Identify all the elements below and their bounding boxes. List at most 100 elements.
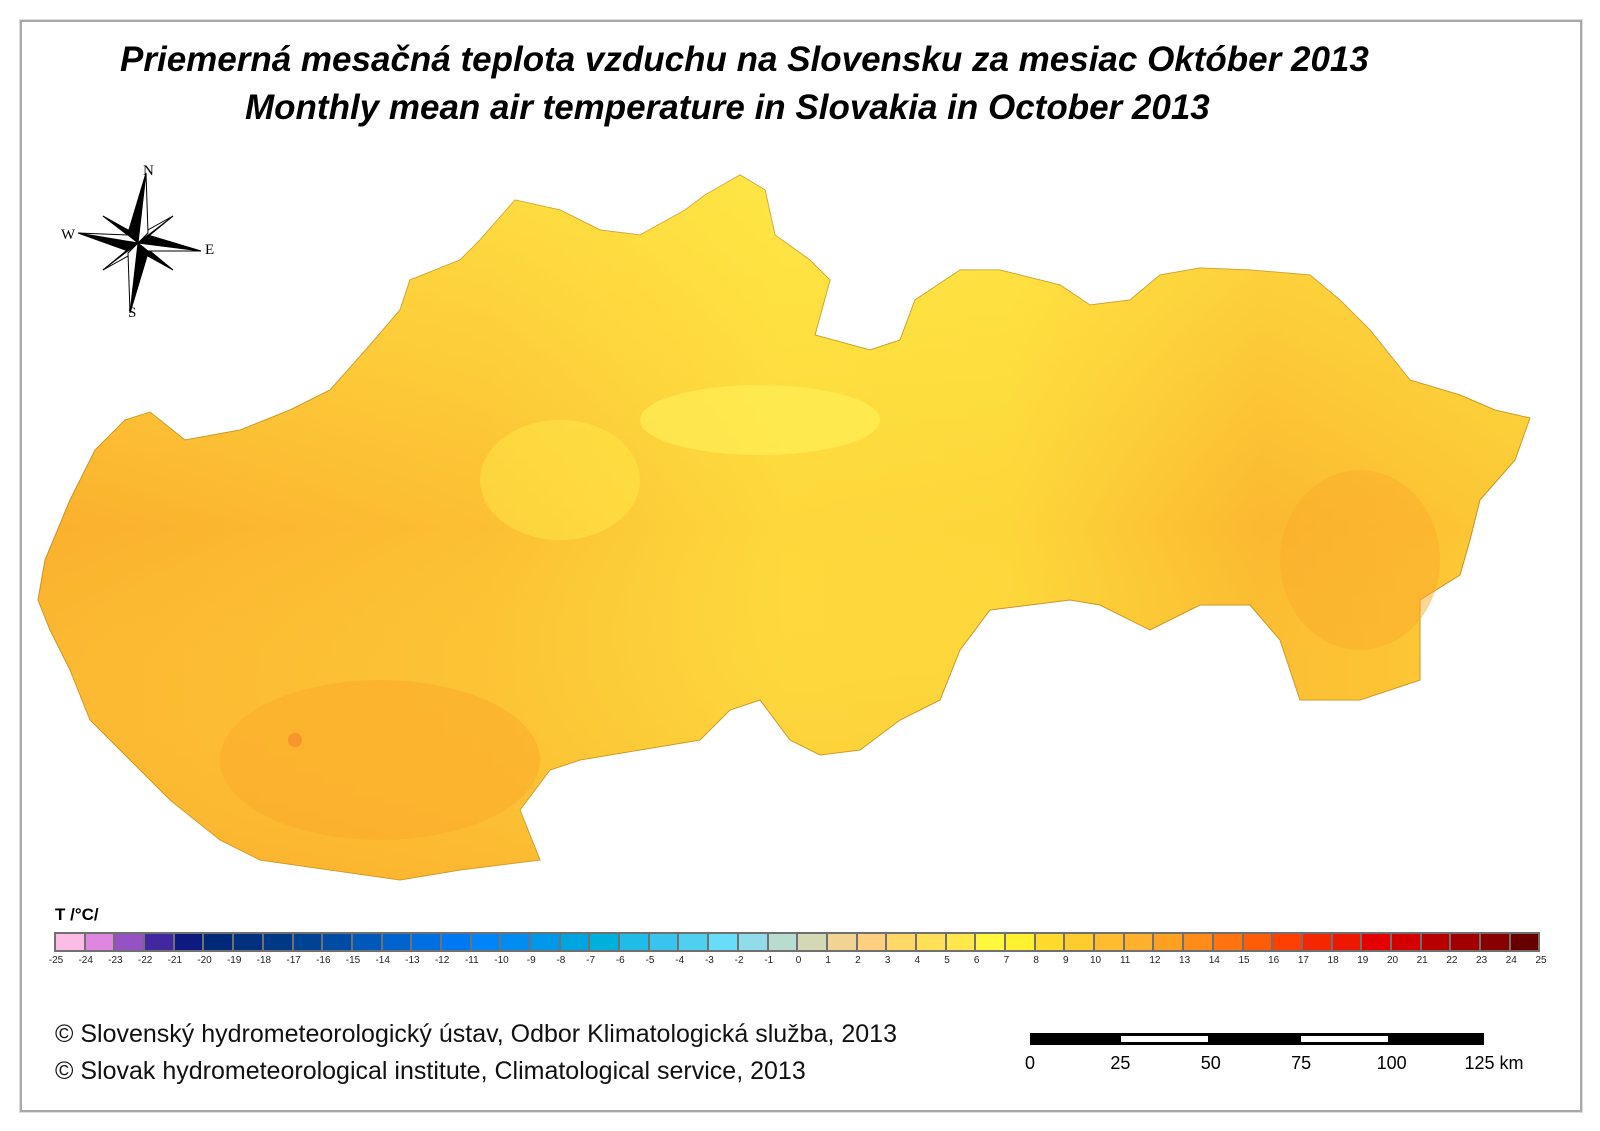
- legend-tick-label: 9: [1063, 955, 1069, 966]
- legend-tick-label: -6: [615, 955, 625, 966]
- legend-tick-label: 22: [1446, 955, 1458, 966]
- legend-bin: [204, 934, 233, 950]
- map-frame: [20, 20, 1582, 1112]
- east-lowland: [1280, 470, 1440, 650]
- legend-tick-label: 17: [1297, 955, 1309, 966]
- legend-bin: [85, 934, 114, 950]
- legend-tick-label: 4: [914, 955, 921, 966]
- legend-color-bar: [54, 932, 1541, 952]
- legend-tick-label: -1: [764, 955, 774, 966]
- legend-bin: [738, 934, 767, 950]
- legend-tick-label: 0: [795, 955, 802, 966]
- legend-tick-label: -10: [494, 955, 509, 966]
- legend-bin: [323, 934, 351, 950]
- legend-bin: [1451, 934, 1479, 950]
- legend-bin: [560, 934, 589, 950]
- legend-tick-label: 11: [1119, 955, 1131, 966]
- legend-tick-label: 25: [1535, 955, 1547, 966]
- legend-bin: [649, 934, 678, 950]
- title-english: Monthly mean air temperature in Slovakia…: [245, 88, 1210, 127]
- legend-tick-label: -15: [345, 955, 361, 966]
- legend-tick-label: -3: [704, 955, 714, 966]
- legend-title: T /°C/: [55, 905, 99, 924]
- legend-tick-label: -7: [586, 955, 596, 966]
- legend-tick-label: -14: [375, 955, 390, 966]
- central-highlands: [480, 420, 640, 540]
- legend-tick-label: 10: [1089, 955, 1102, 966]
- legend-tick-label: -11: [464, 955, 479, 966]
- legend-tick-label: 6: [973, 955, 980, 966]
- legend-bin: [1273, 934, 1301, 950]
- legend-tick-label: -23: [108, 955, 123, 966]
- legend-tick-label: 2: [855, 955, 861, 966]
- legend-bin: [916, 934, 945, 950]
- legend-bin: [145, 934, 173, 950]
- legend-tick-label: 8: [1033, 955, 1039, 966]
- legend-tick-label: 5: [944, 955, 950, 966]
- legend-bin: [382, 934, 411, 950]
- compass-east: E: [205, 242, 215, 258]
- legend-tick-label: -4: [675, 955, 685, 966]
- legend-tick-label: -5: [645, 955, 655, 966]
- legend-tick-label: 20: [1386, 955, 1399, 966]
- scale-label: 50: [1200, 1053, 1221, 1073]
- legend-bin: [679, 934, 708, 950]
- legend-tick-label: -2: [734, 955, 744, 966]
- scale-label: 75: [1291, 1053, 1312, 1073]
- legend-bin: [174, 934, 203, 950]
- legend-bin: [501, 934, 529, 950]
- legend-bin: [441, 934, 470, 950]
- legend-tick-label: 24: [1505, 955, 1517, 966]
- compass-north: N: [143, 163, 154, 179]
- legend-tick-label: -18: [256, 955, 272, 966]
- legend-tick-label: -9: [526, 955, 536, 966]
- compass-rose: N S E W: [55, 163, 225, 325]
- legend-bin: [1213, 934, 1242, 950]
- legend-tick-label: -13: [405, 955, 420, 966]
- legend-bin: [620, 934, 648, 950]
- legend-bin: [1481, 934, 1509, 950]
- legend-tick-label: 14: [1208, 955, 1220, 966]
- legend-tick-label: -8: [556, 955, 566, 966]
- legend-tick-label: -17: [286, 955, 301, 966]
- title-slovak: Priemerná mesačná teplota vzduchu na Slo…: [120, 40, 1369, 79]
- legend-bin: [798, 934, 826, 950]
- scale-segment: [1121, 1036, 1208, 1042]
- legend-bin: [1035, 934, 1064, 950]
- legend-tick-label: 13: [1179, 955, 1191, 966]
- legend-tick-label: -16: [316, 955, 331, 966]
- tatra-highlands: [640, 385, 880, 455]
- legend-bin: [590, 934, 619, 950]
- legend-bin: [412, 934, 440, 950]
- legend-bin: [1302, 934, 1331, 950]
- scale-bar: [1030, 1033, 1484, 1045]
- legend-tick-label: 15: [1238, 955, 1250, 966]
- scale-segment: [1301, 1036, 1388, 1042]
- legend-bin: [1391, 934, 1420, 950]
- legend-bin: [709, 934, 737, 950]
- legend-ticks: -25 -24 -23 -22 -21 -20 -19 -18 -17 -16 -15 -14 -13-…: [49, 955, 1547, 969]
- copyright-slovak: © Slovenský hydrometeorologický ústav, O…: [55, 1020, 897, 1048]
- legend-bin: [1421, 934, 1450, 950]
- legend-tick-label: -24: [78, 955, 93, 966]
- legend-tick-label: 1: [825, 955, 831, 966]
- legend-bin: [263, 934, 292, 950]
- scale-label: 0: [1024, 1053, 1036, 1073]
- legend-bin: [1362, 934, 1390, 950]
- copyright-english: © Slovak hydrometeorological institute, …: [55, 1057, 806, 1085]
- legend-tick-label: 7: [1003, 955, 1010, 966]
- legend-bin: [1510, 934, 1539, 950]
- legend-bin: [115, 934, 144, 950]
- legend-tick-label: -19: [226, 955, 242, 966]
- legend-tick-label: 23: [1476, 955, 1488, 966]
- legend-bin: [352, 934, 381, 950]
- legend-bin: [827, 934, 856, 950]
- legend-bin: [768, 934, 797, 950]
- legend-tick-label: 3: [884, 955, 891, 966]
- legend-bin: [857, 934, 886, 950]
- scale-label: 100: [1376, 1053, 1407, 1073]
- warm-spot: [288, 733, 302, 747]
- compass-south: S: [128, 305, 137, 321]
- scale-label: 125 km: [1464, 1053, 1524, 1073]
